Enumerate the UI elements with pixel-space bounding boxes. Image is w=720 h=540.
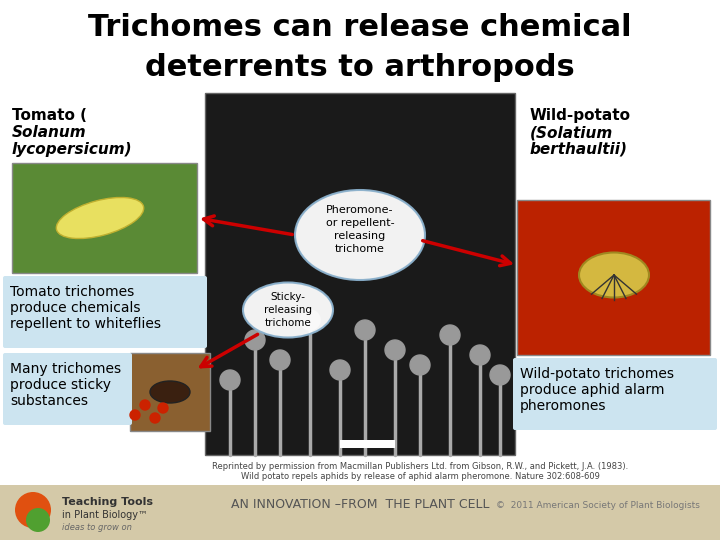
Text: in Plant Biology™: in Plant Biology™: [62, 510, 148, 520]
Text: deterrents to arthropods: deterrents to arthropods: [145, 53, 575, 83]
Circle shape: [355, 320, 375, 340]
Circle shape: [410, 355, 430, 375]
Text: or repellent-: or repellent-: [325, 218, 395, 228]
Text: trichome: trichome: [265, 318, 311, 328]
Text: produce chemicals: produce chemicals: [10, 301, 140, 315]
Circle shape: [330, 360, 350, 380]
Circle shape: [440, 325, 460, 345]
Text: Wild-potato trichomes: Wild-potato trichomes: [520, 367, 674, 381]
Circle shape: [15, 492, 51, 528]
Circle shape: [470, 345, 490, 365]
Ellipse shape: [579, 253, 649, 298]
Text: (Solatium: (Solatium: [530, 125, 613, 140]
Text: AN INNOVATION –FROM  THE PLANT CELL: AN INNOVATION –FROM THE PLANT CELL: [230, 498, 490, 511]
Text: produce sticky: produce sticky: [10, 378, 111, 392]
Text: lycopersicum): lycopersicum): [12, 142, 132, 157]
Text: ©  2011 American Society of Plant Biologists: © 2011 American Society of Plant Biologi…: [496, 501, 700, 510]
Text: Sticky-: Sticky-: [271, 292, 305, 302]
Ellipse shape: [243, 282, 333, 338]
Text: releasing: releasing: [334, 231, 386, 241]
Bar: [0, 485, 720, 540]
Circle shape: [158, 403, 168, 413]
FancyBboxPatch shape: [3, 276, 207, 348]
Text: repellent to whiteflies: repellent to whiteflies: [10, 317, 161, 331]
Circle shape: [245, 330, 265, 350]
FancyBboxPatch shape: [3, 353, 132, 425]
Text: pheromones: pheromones: [520, 399, 606, 413]
Circle shape: [140, 400, 150, 410]
Text: ideas to grow on: ideas to grow on: [62, 523, 132, 532]
Text: Wild potato repels aphids by release of aphid alarm pheromone. Nature 302:608-60: Wild potato repels aphids by release of …: [240, 472, 600, 481]
FancyBboxPatch shape: [513, 358, 717, 430]
Bar: [517, 200, 710, 355]
Text: Solanum: Solanum: [12, 125, 86, 140]
Ellipse shape: [56, 198, 144, 239]
Ellipse shape: [295, 190, 425, 280]
Bar: [12, 163, 197, 273]
Text: produce aphid alarm: produce aphid alarm: [520, 383, 665, 397]
Circle shape: [300, 310, 320, 330]
Circle shape: [130, 410, 140, 420]
Bar: [340, 440, 395, 448]
Circle shape: [150, 413, 160, 423]
Text: substances: substances: [10, 394, 88, 408]
Circle shape: [220, 370, 240, 390]
Text: Reprinted by permission from Macmillan Publishers Ltd. from Gibson, R.W., and Pi: Reprinted by permission from Macmillan P…: [212, 462, 628, 471]
Bar: [205, 93, 515, 455]
Text: berthaultii): berthaultii): [530, 142, 628, 157]
Text: Teaching Tools: Teaching Tools: [62, 497, 153, 507]
Circle shape: [385, 340, 405, 360]
Ellipse shape: [150, 381, 190, 403]
Circle shape: [270, 350, 290, 370]
Bar: [130, 353, 210, 431]
Text: Tomato (: Tomato (: [12, 108, 87, 123]
Text: Many trichomes: Many trichomes: [10, 362, 121, 376]
Circle shape: [490, 365, 510, 385]
Text: Wild-potato: Wild-potato: [530, 108, 631, 123]
Text: Tomato trichomes: Tomato trichomes: [10, 285, 134, 299]
Text: trichome: trichome: [335, 244, 385, 254]
Text: Trichomes can release chemical: Trichomes can release chemical: [88, 14, 632, 43]
Circle shape: [26, 508, 50, 532]
Text: releasing: releasing: [264, 305, 312, 315]
Text: Pheromone-: Pheromone-: [326, 205, 394, 215]
